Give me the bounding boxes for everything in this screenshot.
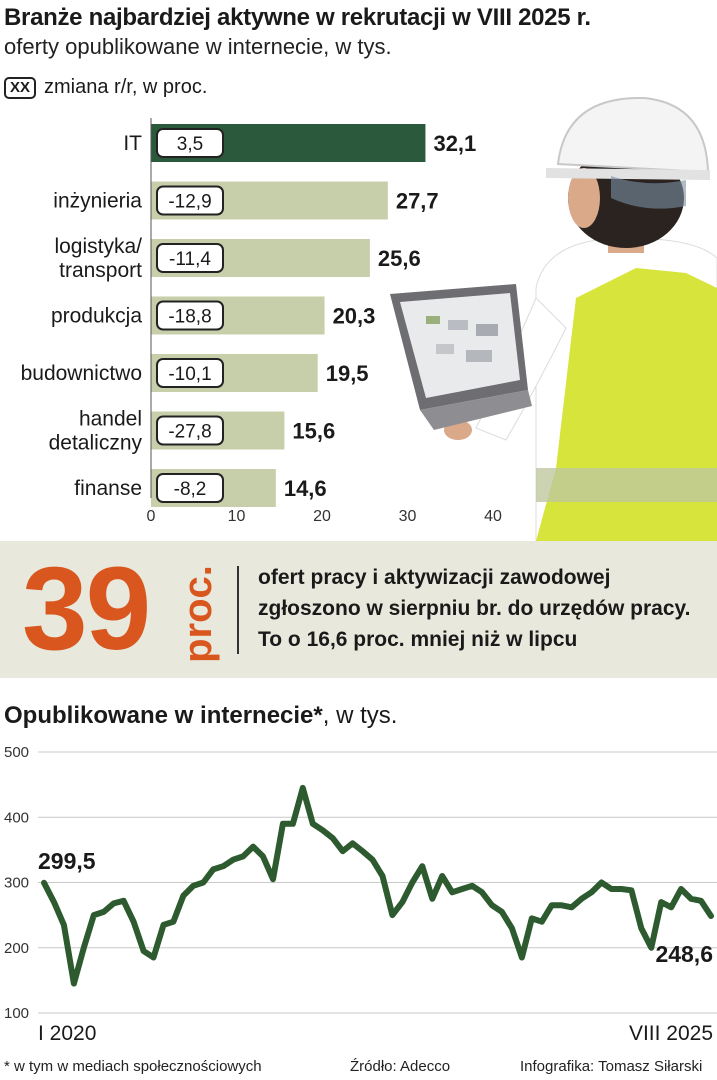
legend-key-box: XX <box>4 76 37 99</box>
category-label-line: detaliczny <box>49 432 143 455</box>
category-label: produkcja <box>51 305 142 328</box>
category-label: budownictwo <box>21 362 142 385</box>
y-tick-label: 200 <box>4 940 29 957</box>
category-label-line: finanse <box>74 477 142 500</box>
value-label: 19,5 <box>326 361 369 386</box>
line-chart-title: Opublikowane w internecie*, w tys. <box>4 702 397 730</box>
stat-band <box>0 541 717 678</box>
category-label-line: budownictwo <box>21 362 142 385</box>
x-start-label: I 2020 <box>38 1022 96 1045</box>
stat-unit-text: proc. <box>176 566 220 662</box>
category-label-line: logistyka/ <box>54 235 142 258</box>
screen-widget <box>426 316 440 324</box>
chart-title: Branże najbardziej aktywne w rekrutacji … <box>4 4 591 31</box>
yoy-change-box <box>156 358 224 388</box>
yoy-change-box <box>156 415 224 446</box>
y-tick-label: 500 <box>4 744 29 761</box>
value-label: 25,6 <box>378 246 421 271</box>
x-tick-label: 30 <box>399 508 417 525</box>
value-label: 27,7 <box>396 189 439 214</box>
yoy-change-label: -11,4 <box>169 249 211 270</box>
screen-widget <box>476 324 498 336</box>
value-label: 20,3 <box>333 304 376 329</box>
screen-widget <box>466 350 492 362</box>
category-label-line: handel <box>79 408 142 431</box>
yoy-change-label: -27,8 <box>168 422 211 443</box>
bar-chart: IT 3,5 32,1 inżynieria -12,9 27,7 logistyka/tr… <box>21 118 502 525</box>
screen-widget <box>448 320 468 330</box>
legend: XX zmiana r/r, w proc. <box>4 76 207 99</box>
stat-value: 39 <box>22 543 151 675</box>
helmet-strap <box>611 176 686 209</box>
y-tick-label: 400 <box>4 809 29 826</box>
vest-reflective-strip <box>536 468 717 502</box>
yoy-change-label: 3,5 <box>177 134 203 155</box>
credit-note: Infografika: Tomasz Siłarski <box>520 1058 703 1075</box>
yoy-change-label: -18,8 <box>168 307 211 328</box>
yoy-change-label: -10,1 <box>168 364 211 385</box>
stat-unit: proc. <box>176 566 220 662</box>
category-label: handel detaliczny <box>49 408 143 455</box>
yoy-change-box <box>156 473 224 503</box>
category-label: IT <box>123 132 142 155</box>
yoy-change-label: -12,9 <box>168 192 211 213</box>
laptop-base <box>420 390 532 430</box>
category-label: inżynieria <box>53 190 142 213</box>
x-end-label: VIII 2025 <box>629 1022 713 1045</box>
footnote: * w tym w mediach społecznościowych <box>4 1058 262 1075</box>
category-label-line: IT <box>123 132 142 155</box>
yoy-change-box <box>156 185 224 216</box>
legend-label: zmiana r/r, w proc. <box>44 76 208 98</box>
category-label-line: inżynieria <box>53 190 142 213</box>
face-shape <box>568 168 600 228</box>
worker-illustration <box>390 96 717 541</box>
series-line <box>41 784 714 987</box>
stat-divider <box>237 566 239 654</box>
y-tick-label: 300 <box>4 875 29 892</box>
start-value-label: 299,5 <box>38 848 96 874</box>
x-tick-label: 0 <box>147 508 156 525</box>
helmet-brim <box>546 168 710 180</box>
line-chart-title-bold: Opublikowane w internecie* <box>4 702 323 729</box>
yoy-change-label: -8,2 <box>174 479 207 500</box>
value-label: 32,1 <box>433 131 476 156</box>
yoy-change-box <box>156 300 224 331</box>
line-chart: 100 200 300 400 500 299,5 248,6 I 2020 VIII 2025 <box>4 744 717 1045</box>
line-chart-title-unit: , w tys. <box>322 702 398 729</box>
x-tick-label: 10 <box>228 508 246 525</box>
stat-description: ofert pracy i aktywizacji zawodowej zgło… <box>258 566 691 651</box>
end-value-label: 248,6 <box>655 941 713 967</box>
value-label: 14,6 <box>284 476 327 501</box>
category-label: finanse <box>74 477 142 500</box>
x-tick-label: 20 <box>313 508 331 525</box>
category-label-line: produkcja <box>51 305 142 328</box>
y-tick-label: 100 <box>4 1005 29 1022</box>
category-label-line: transport <box>59 259 142 282</box>
value-label: 15,6 <box>292 419 335 444</box>
chart-subtitle: oferty opublikowane w internecie, w tys. <box>4 34 392 59</box>
yoy-change-box <box>156 243 224 273</box>
source-note: Źródło: Adecco <box>350 1058 451 1075</box>
yoy-change-box <box>156 128 224 158</box>
category-label: logistyka/transport <box>54 235 142 282</box>
screen-widget <box>436 344 454 354</box>
x-tick-label: 40 <box>484 508 502 525</box>
helmet-icon <box>556 96 710 174</box>
